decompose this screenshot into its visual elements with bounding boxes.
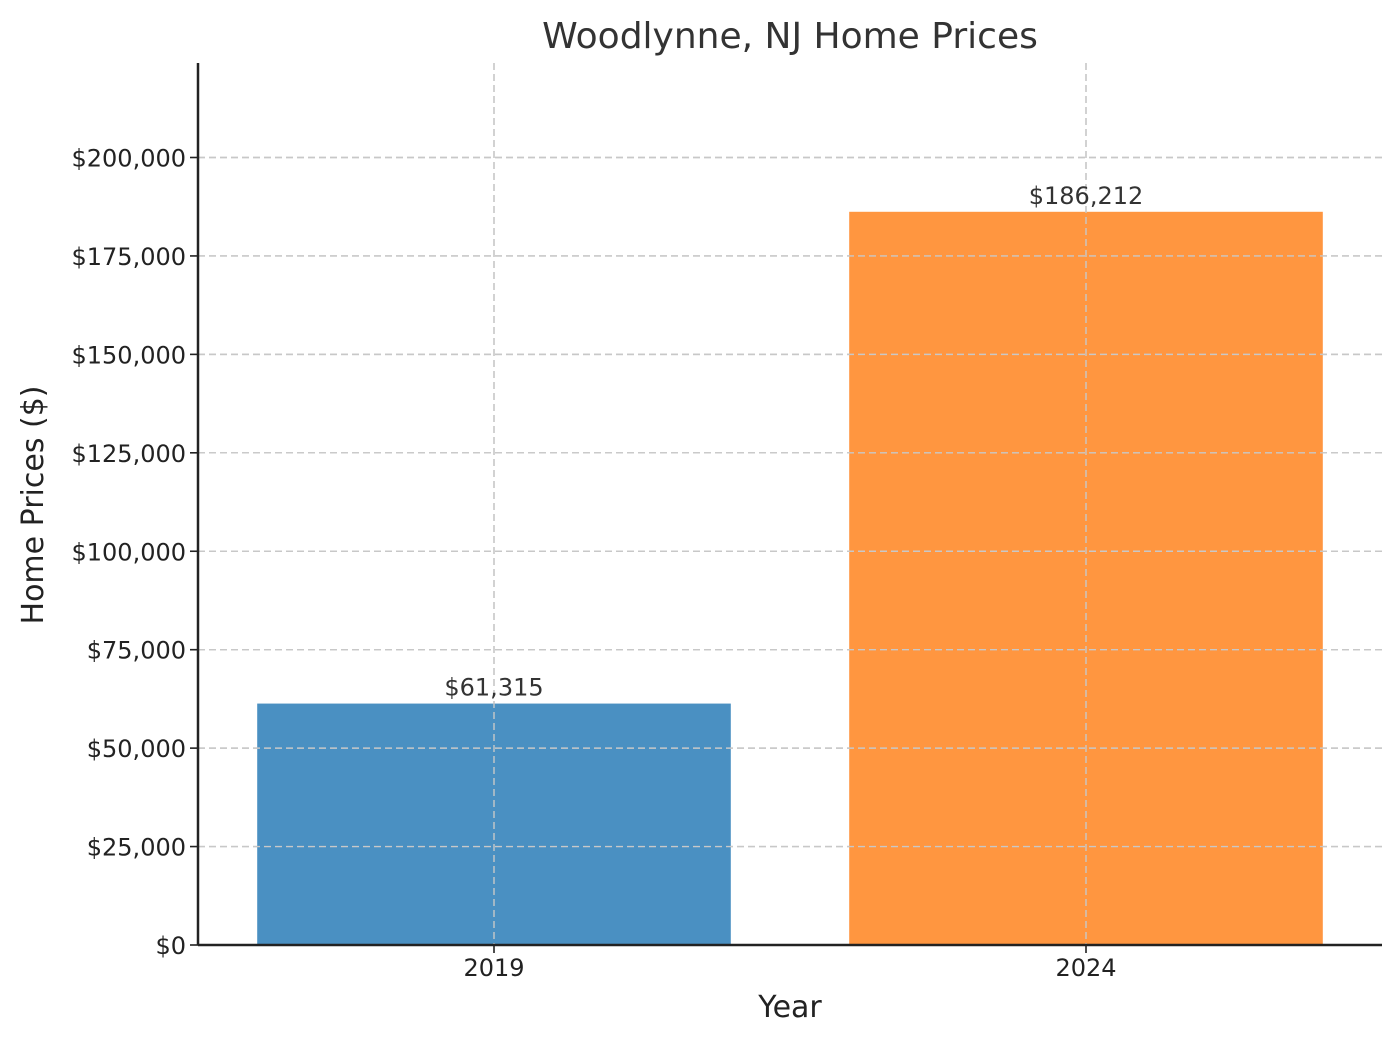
data-labels: $61,315 $186,212 <box>444 182 1143 702</box>
bar-value-label: $186,212 <box>1029 182 1144 210</box>
x-tick-label: 2019 <box>463 954 524 982</box>
chart-title: Woodlynne, NJ Home Prices <box>542 16 1038 57</box>
y-tick-label: $0 <box>155 932 186 960</box>
y-tick-label: $100,000 <box>71 538 186 566</box>
x-tick-label: 2024 <box>1055 954 1116 982</box>
y-axis-ticks: $0 $25,000 $50,000 $75,000 $100,000 $125,000 $… <box>71 145 198 960</box>
bar-value-label: $61,315 <box>444 674 543 702</box>
y-tick-label: $25,000 <box>87 834 186 862</box>
bars <box>198 63 1382 945</box>
y-tick-label: $150,000 <box>71 341 186 369</box>
y-tick-label: $125,000 <box>71 440 186 468</box>
y-tick-label: $50,000 <box>87 735 186 763</box>
y-tick-label: $175,000 <box>71 243 186 271</box>
x-axis-label: Year <box>757 990 822 1025</box>
y-tick-label: $75,000 <box>87 637 186 665</box>
y-axis-label: Home Prices ($) <box>16 386 51 625</box>
axes <box>196 63 1382 947</box>
y-tick-label: $200,000 <box>71 145 186 173</box>
x-axis-ticks: 2019 2024 <box>463 945 1117 982</box>
